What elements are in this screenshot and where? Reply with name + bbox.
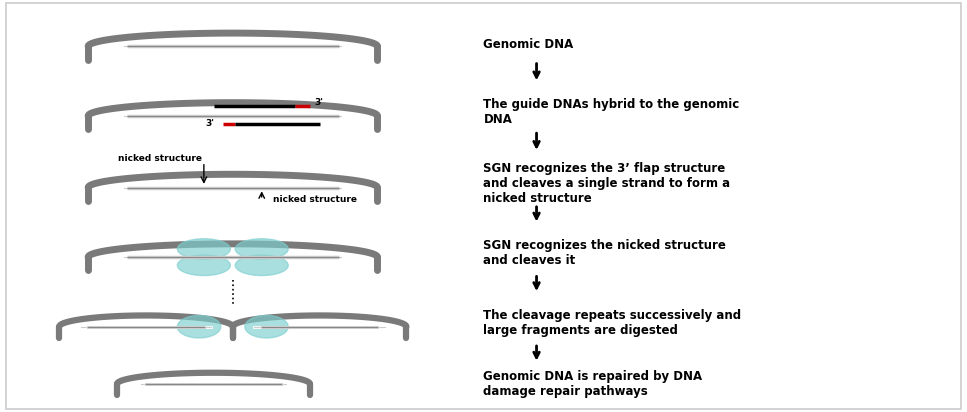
- Ellipse shape: [177, 239, 230, 259]
- Text: 3': 3': [206, 119, 215, 128]
- Text: 3': 3': [315, 98, 324, 107]
- Text: The guide DNAs hybrid to the genomic
DNA: The guide DNAs hybrid to the genomic DNA: [484, 98, 740, 126]
- Text: The cleavage repeats successively and
large fragments are digested: The cleavage repeats successively and la…: [484, 309, 742, 337]
- Ellipse shape: [235, 239, 288, 259]
- Ellipse shape: [245, 316, 288, 338]
- Text: Genomic DNA is repaired by DNA
damage repair pathways: Genomic DNA is repaired by DNA damage re…: [484, 370, 703, 398]
- Text: nicked structure: nicked structure: [119, 154, 202, 163]
- Text: SGN recognizes the nicked structure
and cleaves it: SGN recognizes the nicked structure and …: [484, 239, 726, 267]
- Text: nicked structure: nicked structure: [273, 195, 357, 204]
- Ellipse shape: [177, 255, 230, 276]
- Ellipse shape: [177, 316, 220, 338]
- Text: SGN recognizes the 3’ flap structure
and cleaves a single strand to form a
nicke: SGN recognizes the 3’ flap structure and…: [484, 162, 731, 205]
- FancyBboxPatch shape: [6, 3, 961, 409]
- Ellipse shape: [235, 255, 288, 276]
- Text: Genomic DNA: Genomic DNA: [484, 38, 573, 51]
